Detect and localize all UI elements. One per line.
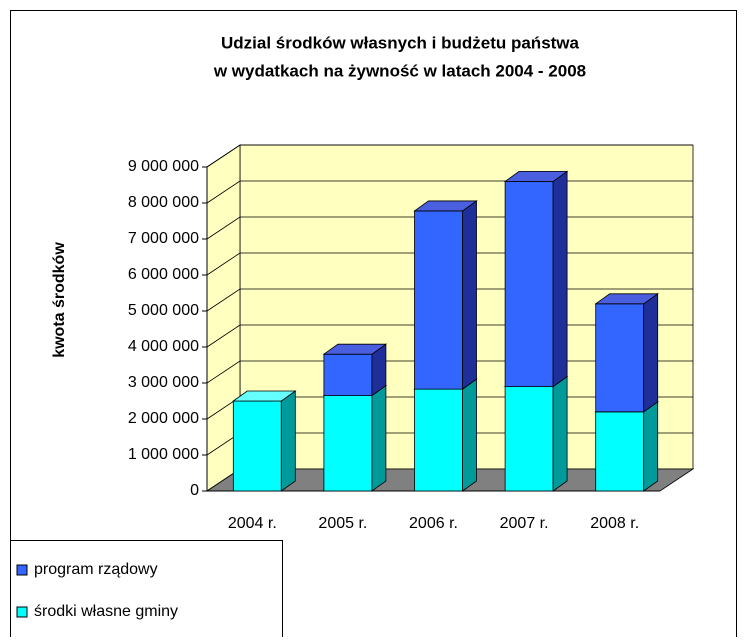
- bar-front: [595, 303, 645, 413]
- y-tick-label: 3 000 000: [128, 374, 199, 391]
- grid-line: [206, 144, 693, 168]
- x-tick-label: 2007 r.: [500, 515, 549, 532]
- x-tick-label: 2005 r.: [318, 515, 367, 532]
- bar: [594, 293, 659, 413]
- bar-front: [323, 395, 373, 492]
- y-tick-label: 5 000 000: [128, 302, 199, 319]
- bar: [503, 170, 569, 388]
- bar: [413, 378, 478, 492]
- y-tick-label: 7 000 000: [128, 230, 199, 247]
- bar-top: [322, 343, 388, 355]
- bar-side: [462, 378, 477, 492]
- bar: [232, 390, 297, 492]
- bar-front: [414, 388, 463, 492]
- bar-front: [595, 411, 645, 492]
- bar-side: [643, 293, 659, 413]
- y-tick-label: 2 000 000: [128, 410, 199, 427]
- bar: [322, 343, 388, 397]
- bar: [594, 401, 659, 492]
- bar-front: [504, 180, 554, 387]
- bar-side: [552, 375, 568, 492]
- bar-top: [232, 390, 297, 402]
- legend-swatch: [16, 606, 28, 618]
- bar-front: [232, 400, 282, 492]
- bar: [503, 375, 569, 492]
- bar-side: [280, 390, 296, 492]
- bar-top: [413, 200, 478, 212]
- y-tick-label: 1 000 000: [128, 446, 199, 463]
- x-tick-label: 2008 r.: [590, 515, 639, 532]
- bar-side: [643, 401, 659, 492]
- y-axis-label: kwota środków: [51, 242, 68, 358]
- bar-front: [414, 210, 463, 390]
- bar-side: [371, 384, 387, 492]
- y-tick-label: 0: [190, 482, 199, 499]
- y-tick-label: 6 000 000: [128, 266, 199, 283]
- x-tick-label: 2006 r.: [409, 515, 458, 532]
- x-tick-label: 2004 r.: [228, 515, 277, 532]
- y-tick-label: 8 000 000: [128, 194, 199, 211]
- chart-title: Udzial środków własnych i budżetu państw…: [221, 33, 580, 52]
- legend-label: środki własne gminy: [34, 603, 178, 620]
- bar-top: [594, 293, 659, 305]
- legend-label: program rządowy: [34, 561, 158, 578]
- bar-front: [323, 353, 373, 397]
- bar-front: [504, 386, 554, 492]
- bar-top: [503, 170, 569, 182]
- bar-side: [462, 200, 477, 390]
- bar: [322, 384, 388, 492]
- y-tick-label: 4 000 000: [128, 338, 199, 355]
- chart-title: w wydatkach na żywność w latach 2004 - 2…: [213, 61, 586, 80]
- legend: [10, 540, 283, 641]
- legend-swatch: [16, 564, 28, 576]
- bar: [413, 200, 478, 390]
- bar-side: [552, 170, 568, 388]
- y-tick-label: 9 000 000: [128, 158, 199, 175]
